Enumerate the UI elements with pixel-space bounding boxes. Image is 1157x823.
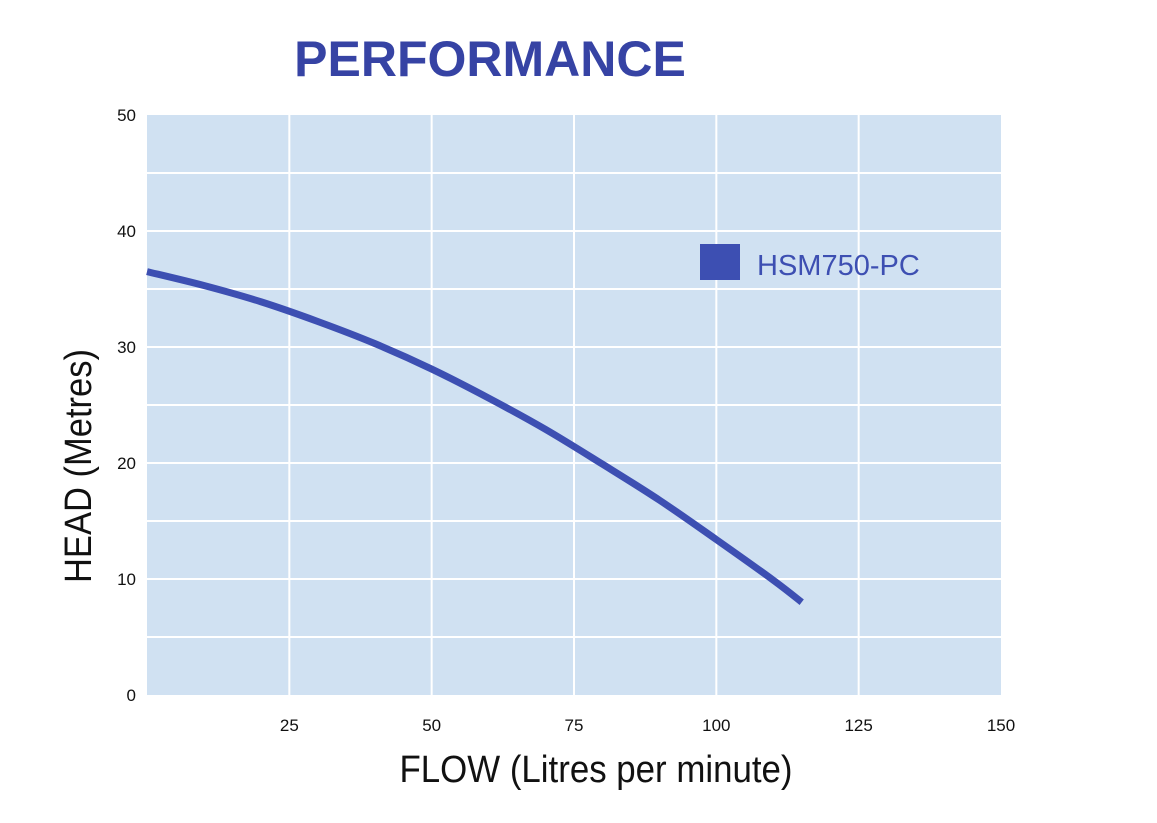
y-tick-label: 30 [117,338,136,357]
series-layer [146,268,804,605]
x-tick-label: 50 [422,716,441,735]
series-line [146,268,804,605]
x-tick-label: 100 [702,716,730,735]
x-axis-label: FLOW (Litres per minute) [400,749,793,791]
chart-title: PERFORMANCE [294,31,686,87]
y-tick-label: 10 [117,570,136,589]
y-tick-label: 20 [117,454,136,473]
legend-label: HSM750-PC [757,250,920,282]
y-axis-label: HEAD (Metres) [58,349,100,583]
legend: HSM750-PC [700,244,920,282]
x-tick-label: 150 [987,716,1015,735]
x-tick-label: 25 [280,716,299,735]
y-axis-ticks: 0 10 20 30 40 50 [117,106,136,705]
x-tick-label: 75 [565,716,584,735]
y-tick-label: 50 [117,106,136,125]
y-tick-label: 40 [117,222,136,241]
x-tick-label: 125 [844,716,872,735]
y-tick-label: 0 [127,686,136,705]
grid-lines [147,115,1001,695]
x-axis-ticks: 25 50 75 100 125 150 [280,716,1015,735]
legend-swatch [700,244,740,280]
